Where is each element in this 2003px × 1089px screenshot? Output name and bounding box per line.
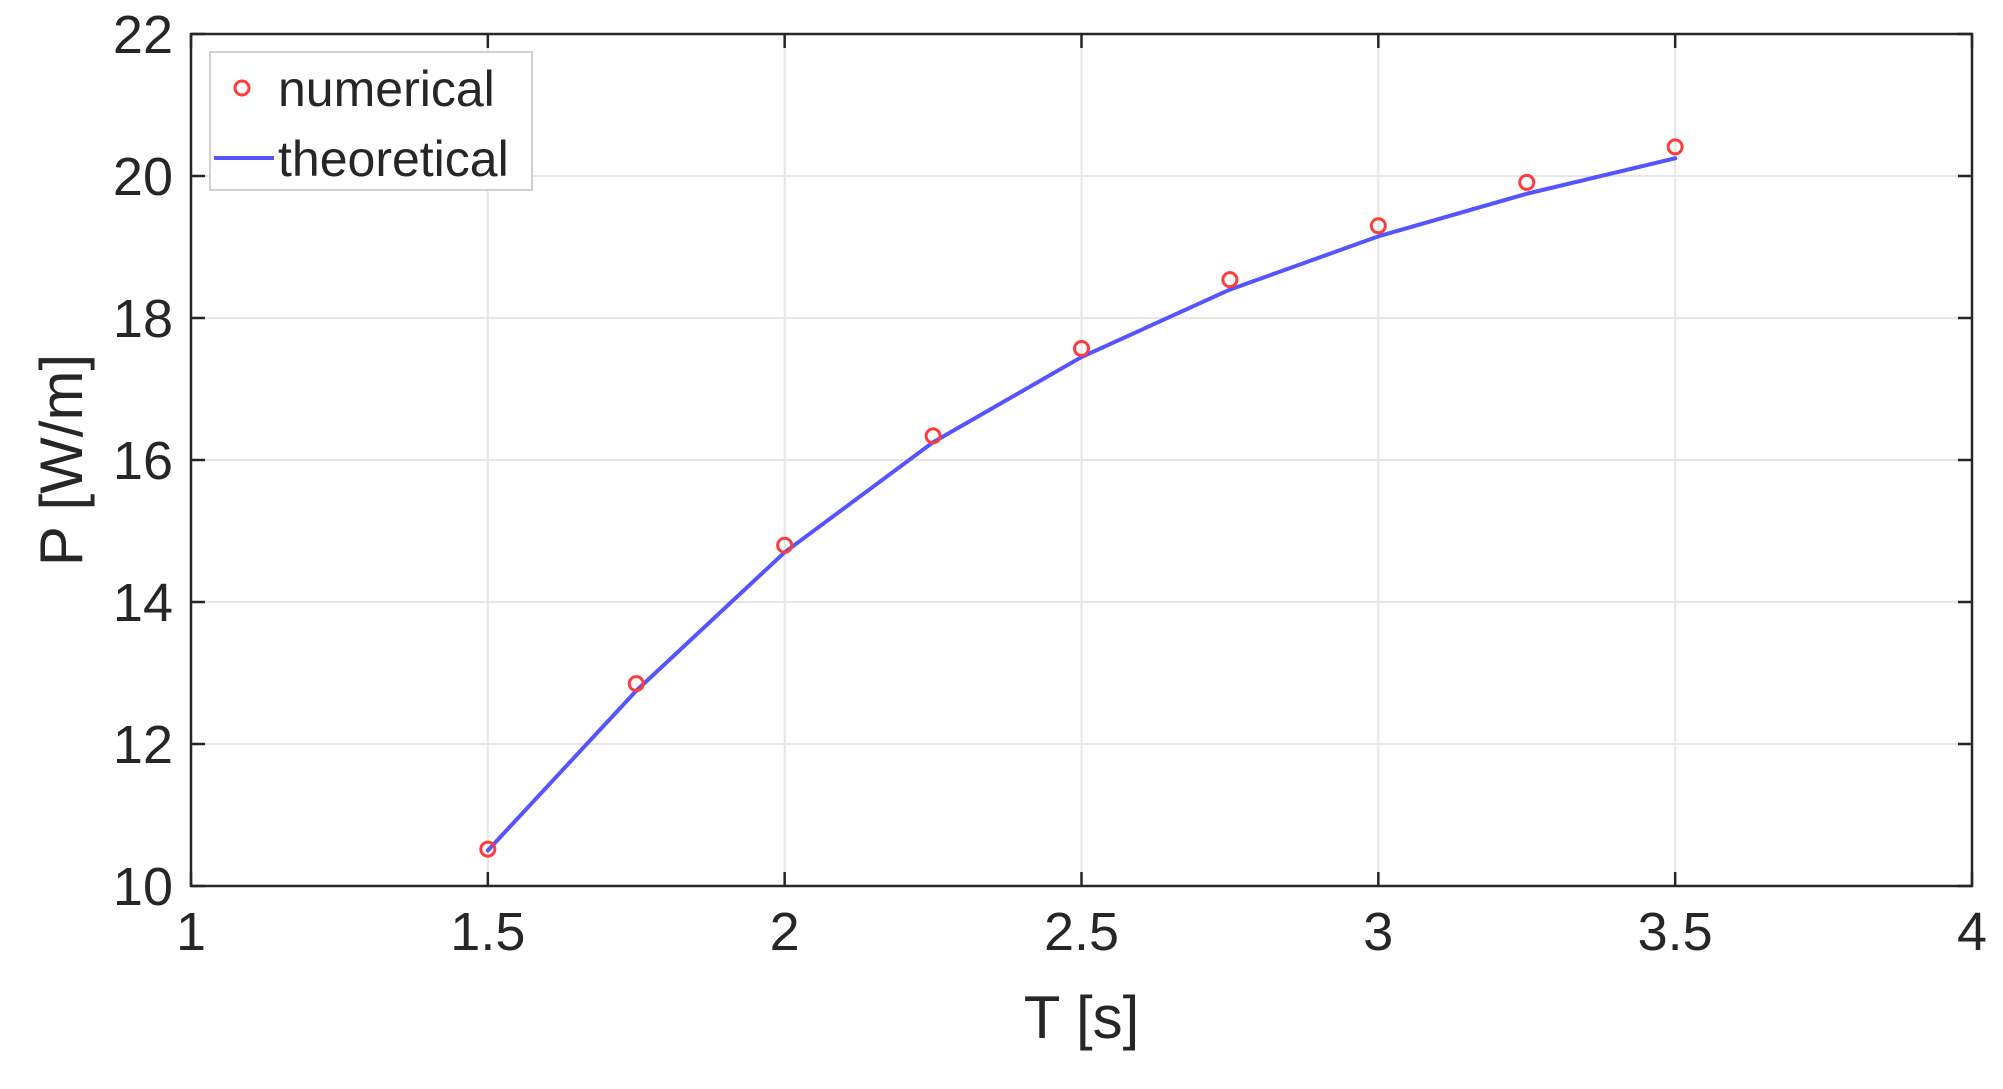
legend-marker-numerical: [233, 79, 251, 97]
y-tick-label-0: 10: [113, 857, 173, 917]
x-tick-label-2: 2: [770, 902, 800, 962]
series-layer: [479, 138, 1684, 858]
point-numerical-6: [1369, 217, 1387, 235]
y-tick-label-1: 12: [113, 715, 173, 775]
legend-label-numerical: numerical: [278, 61, 495, 117]
x-tick-label-1: 1.5: [450, 902, 525, 962]
point-numerical-3: [924, 427, 942, 445]
point-numerical-7: [1518, 173, 1536, 191]
point-numerical-0: [479, 840, 497, 858]
y-tick-label-6: 22: [113, 5, 173, 65]
point-numerical-2: [776, 536, 794, 554]
point-numerical-8: [1666, 138, 1684, 156]
y-tick-label-2: 14: [113, 573, 173, 633]
x-tick-label-4: 3: [1363, 902, 1393, 962]
legend-label-theoretical: theoretical: [278, 131, 509, 187]
point-numerical-5: [1221, 271, 1239, 289]
x-tick-label-5: 3.5: [1638, 902, 1713, 962]
y-tick-label-4: 18: [113, 289, 173, 349]
point-numerical-1: [627, 675, 645, 693]
legend-box: [209, 51, 533, 191]
x-tick-label-3: 2.5: [1044, 902, 1119, 962]
point-numerical-4: [1073, 340, 1090, 358]
x-axis-label: T [s]: [1024, 984, 1140, 1051]
axes: [189, 32, 1974, 888]
y-tick-label-3: 16: [113, 431, 173, 491]
tick-labels: 1 1.5 2 2.5 3 3.5 4 10 12 14 16 18 20 22: [113, 5, 1987, 962]
x-tick-label-0: 1: [176, 902, 206, 962]
y-tick-label-5: 20: [113, 147, 173, 207]
x-tick-label-6: 4: [1957, 902, 1987, 962]
y-axis-label: P [W/m]: [28, 354, 95, 566]
legend: numerical theoretical: [209, 51, 533, 191]
series-line-theoretical: [485, 156, 1678, 853]
